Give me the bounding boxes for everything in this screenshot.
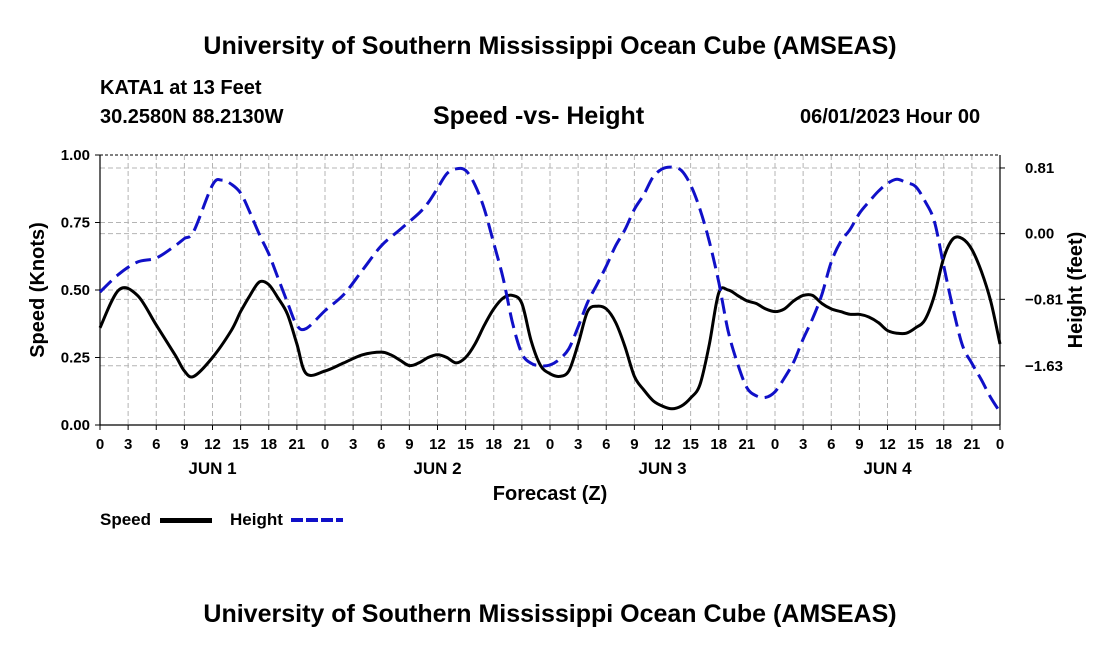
x-tick-label: 12: [204, 436, 221, 453]
station-coordinates: 30.2580N 88.2130W: [100, 106, 284, 128]
forecast-datetime: 06/01/2023 Hour 00: [800, 106, 981, 128]
x-tick-label: 3: [574, 436, 582, 453]
y-tick-label: 0.75: [61, 215, 90, 232]
x-tick-label: 21: [739, 436, 756, 453]
y2-tick-label: 0.00: [1025, 226, 1054, 243]
x-tick-label: 6: [377, 436, 385, 453]
x-tick-label: 15: [457, 436, 474, 453]
x-tick-label: 9: [630, 436, 638, 453]
station-label: KATA1 at 13 Feet: [100, 77, 262, 99]
x-tick-label: 0: [96, 436, 104, 453]
x-tick-label: 9: [855, 436, 863, 453]
footer-title: University of Southern Mississippi Ocean…: [203, 600, 897, 628]
x-tick-label: 9: [405, 436, 413, 453]
x-tick-label: 21: [964, 436, 981, 453]
y-axis-label: Speed (Knots): [27, 222, 49, 358]
x-tick-label: 6: [152, 436, 160, 453]
speed-series-line: [98, 235, 1002, 411]
x-tick-label: 6: [827, 436, 835, 453]
y-tick-label: 0.00: [61, 417, 90, 434]
day-label: JUN 2: [413, 459, 461, 478]
x-tick-label: 15: [907, 436, 924, 453]
x-tick-label: 12: [429, 436, 446, 453]
x-tick-label: 12: [879, 436, 896, 453]
y2-tick-label: 0.81: [1025, 160, 1054, 177]
x-tick-label: 15: [682, 436, 699, 453]
plot-subtitle: Speed -vs- Height: [433, 102, 645, 130]
y-tick-label: 0.50: [61, 282, 90, 299]
x-tick-label: 15: [232, 436, 249, 453]
x-tick-label: 9: [180, 436, 188, 453]
x-tick-label: 21: [289, 436, 306, 453]
x-tick-label: 0: [771, 436, 779, 453]
day-label: JUN 3: [638, 459, 686, 478]
x-tick-label: 0: [996, 436, 1004, 453]
x-tick-label: 18: [710, 436, 727, 453]
y2-tick-label: −1.63: [1025, 358, 1063, 375]
x-tick-label: 3: [799, 436, 807, 453]
legend-speed-label: Speed: [100, 510, 152, 529]
x-tick-label: 21: [514, 436, 531, 453]
legend-height-label: Height: [230, 510, 283, 529]
legend-speed-swatch: [160, 518, 212, 523]
y2-axis-label: Height (feet): [1065, 232, 1087, 349]
day-label: JUN 4: [863, 459, 912, 478]
x-tick-label: 0: [321, 436, 329, 453]
x-tick-label: 18: [935, 436, 952, 453]
chart-title: University of Southern Mississippi Ocean…: [203, 32, 897, 60]
x-tick-label: 18: [485, 436, 502, 453]
y-tick-label: 1.00: [61, 147, 90, 164]
x-tick-label: 6: [602, 436, 610, 453]
y-tick-label: 0.25: [61, 350, 90, 367]
y2-tick-label: −0.81: [1025, 291, 1063, 308]
x-tick-label: 12: [654, 436, 671, 453]
day-label: JUN 1: [188, 459, 236, 478]
x-axis-label: Forecast (Z): [493, 483, 607, 505]
x-tick-label: 3: [124, 436, 132, 453]
x-tick-label: 0: [546, 436, 554, 453]
x-tick-label: 3: [349, 436, 357, 453]
x-tick-label: 18: [260, 436, 277, 453]
legend-height-swatch: [291, 518, 343, 522]
